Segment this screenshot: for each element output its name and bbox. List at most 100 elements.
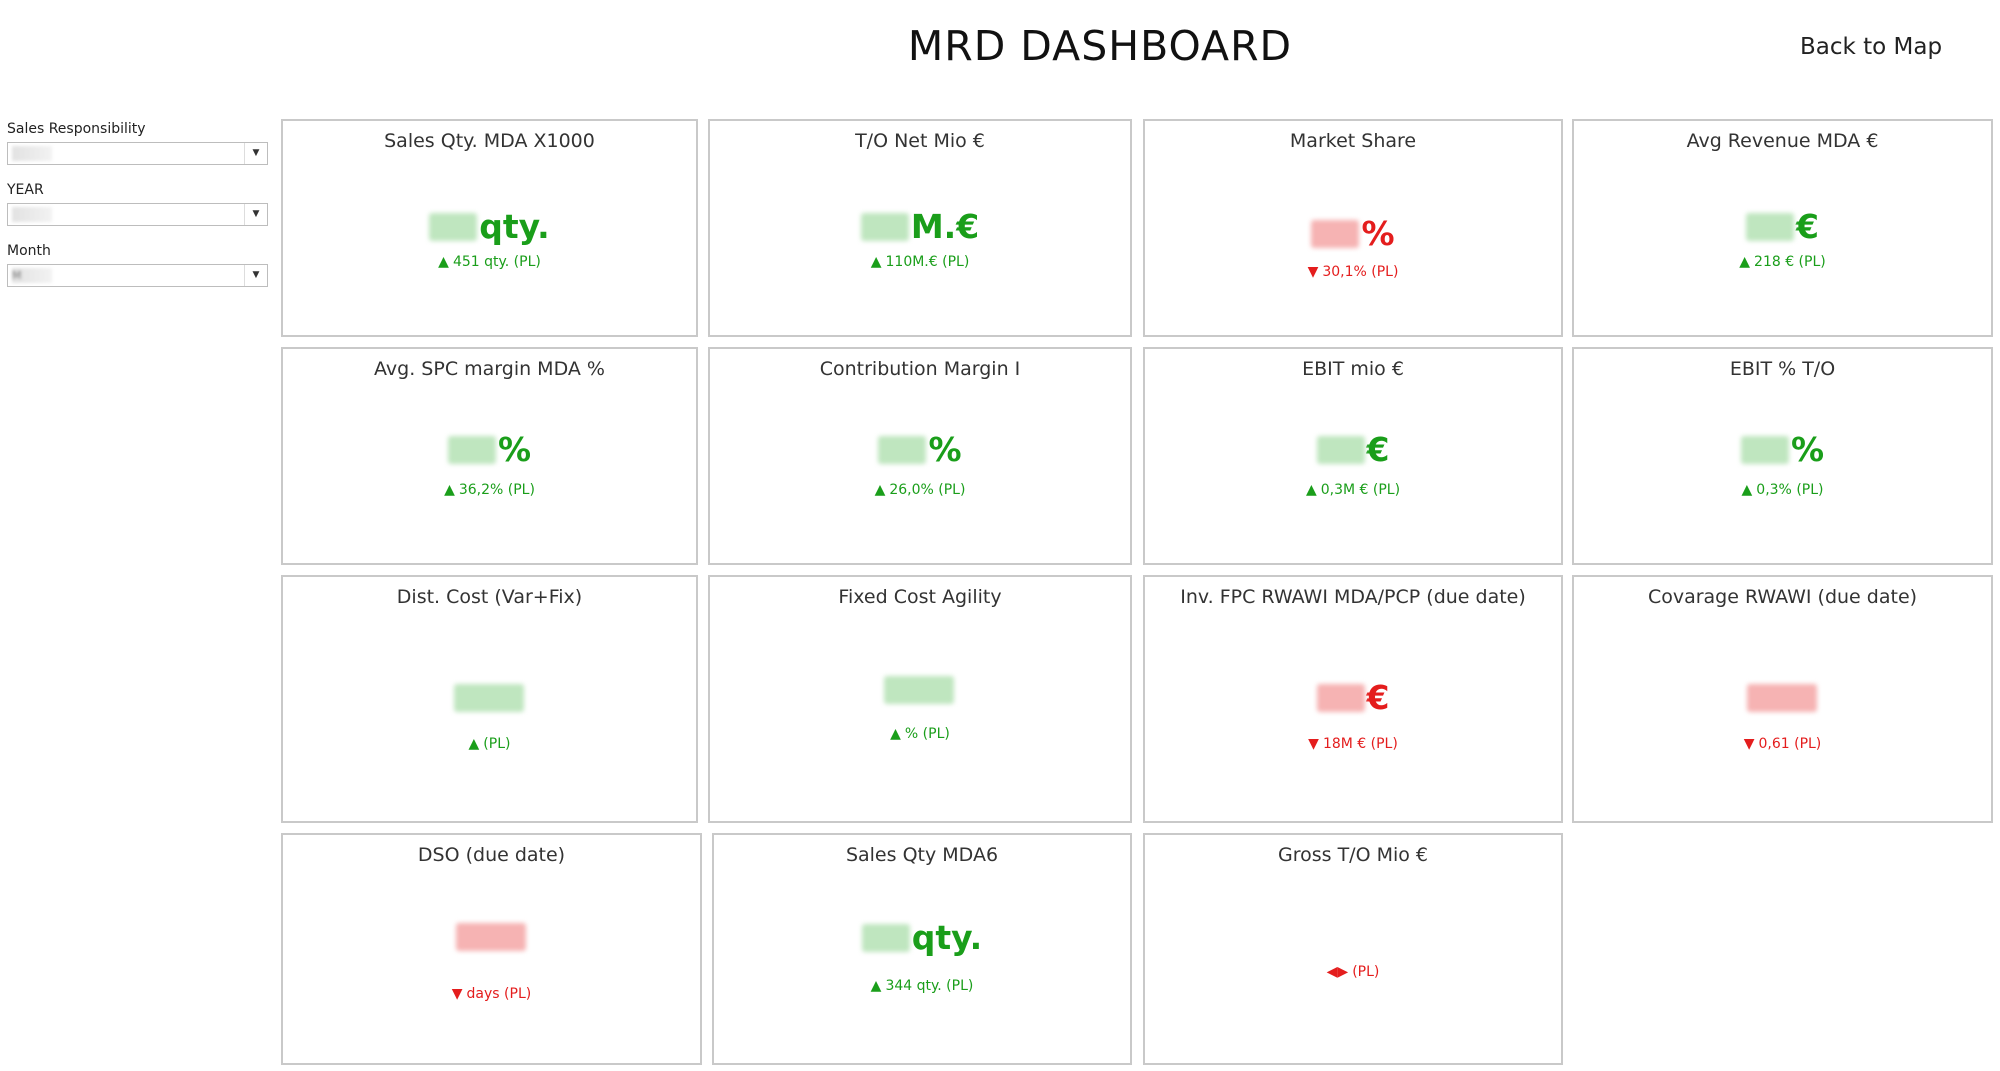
kpi-value: % (283, 430, 696, 469)
kpi-card[interactable]: Covarage RWAWI (due date) ▼ 0,61 (PL) (1572, 575, 1993, 823)
redacted-value (1746, 213, 1795, 241)
chevron-down-icon[interactable]: ▼ (244, 204, 267, 225)
kpi-value (1574, 678, 1991, 717)
kpi-value: € (1145, 430, 1561, 469)
kpi-delta: ▲ 110M.€ (PL) (710, 254, 1130, 270)
sales-responsibility-dropdown[interactable]: ▼ (7, 142, 268, 165)
neutral-arrows-icon: ◀▶ (1326, 964, 1349, 980)
kpi-delta: ▼ 30,1% (PL) (1145, 264, 1561, 280)
kpi-card[interactable]: Avg Revenue MDA € € ▲ 218 € (PL) (1572, 119, 1993, 337)
filter-label: Month (7, 243, 51, 259)
arrow-down-icon: ▼ (1307, 264, 1319, 280)
filter-month: Month M ▼ (7, 243, 268, 287)
kpi-delta-text: 36,2% (PL) (458, 482, 535, 498)
kpi-delta-text: 30,1% (PL) (1322, 264, 1399, 280)
kpi-card[interactable]: Avg. SPC margin MDA %% ▲ 36,2% (PL) (281, 347, 698, 565)
kpi-title: Covarage RWAWI (due date) (1647, 586, 1918, 608)
kpi-card[interactable]: EBIT % T/O% ▲ 0,3% (PL) (1572, 347, 1993, 565)
kpi-delta: ▲ 451 qty. (PL) (283, 254, 696, 270)
kpi-delta: ▲ 26,0% (PL) (710, 482, 1130, 498)
kpi-value-unit: € (1366, 678, 1390, 717)
kpi-value-unit: € (1366, 430, 1390, 469)
kpi-card[interactable]: Contribution Margin I% ▲ 26,0% (PL) (708, 347, 1132, 565)
redacted-value (1316, 684, 1365, 712)
kpi-card[interactable]: EBIT mio € € ▲ 0,3M € (PL) (1143, 347, 1563, 565)
arrow-down-icon: ▼ (1743, 736, 1755, 752)
kpi-delta-text: (PL) (1352, 964, 1380, 980)
arrow-up-icon: ▲ (890, 726, 901, 742)
kpi-delta: ▼ 0,61 (PL) (1574, 736, 1991, 752)
kpi-delta-text: 0,61 (PL) (1758, 736, 1822, 752)
arrow-up-icon: ▲ (874, 482, 886, 498)
kpi-delta-text: 344 qty. (PL) (885, 978, 974, 994)
arrow-up-icon: ▲ (1305, 482, 1317, 498)
chevron-down-icon[interactable]: ▼ (244, 265, 267, 286)
kpi-title: Avg Revenue MDA € (1686, 130, 1879, 152)
kpi-title: EBIT mio € (1302, 358, 1404, 380)
kpi-delta: ▼ 18M € (PL) (1145, 736, 1561, 752)
kpi-delta-text: 218 € (PL) (1754, 254, 1826, 270)
kpi-value (710, 670, 1130, 709)
kpi-delta: ▲ 344 qty. (PL) (714, 978, 1130, 994)
kpi-value: € (1145, 678, 1561, 717)
kpi-card[interactable]: Gross T/O Mio € ◀▶ (PL) (1143, 833, 1563, 1065)
kpi-delta-text: 0,3M € (PL) (1320, 482, 1401, 498)
kpi-card[interactable]: T/O Net Mio € M.€ ▲ 110M.€ (PL) (708, 119, 1132, 337)
kpi-title: Inv. FPC RWAWI MDA/PCP (due date) (1180, 586, 1526, 608)
kpi-card[interactable]: Dist. Cost (Var+Fix) ▲ (PL) (281, 575, 698, 823)
kpi-delta-text: 110M.€ (PL) (885, 254, 970, 270)
redacted-value (1316, 436, 1365, 464)
year-dropdown[interactable]: ▼ (7, 203, 268, 226)
kpi-value-unit: M.€ (910, 207, 980, 246)
month-dropdown[interactable]: M ▼ (7, 264, 268, 287)
kpi-value-unit: % (1361, 214, 1395, 253)
redacted-value (429, 213, 478, 241)
kpi-value-unit: qty. (911, 918, 983, 957)
kpi-card[interactable]: Inv. FPC RWAWI MDA/PCP (due date) € ▼ 18M €… (1143, 575, 1563, 823)
kpi-value: % (710, 430, 1130, 469)
page-title: MRD DASHBOARD (907, 22, 1293, 70)
filter-label: Sales Responsibility (7, 121, 146, 137)
kpi-title: Sales Qty. MDA X1000 (384, 130, 595, 152)
kpi-value: € (1574, 207, 1991, 246)
redacted-value (453, 684, 524, 712)
chevron-down-icon[interactable]: ▼ (244, 143, 267, 164)
kpi-delta: ▲% (PL) (710, 726, 1130, 742)
kpi-card[interactable]: DSO (due date) ▼ days (PL) (281, 833, 702, 1065)
redacted-value (884, 676, 954, 704)
kpi-delta: ▲ (PL) (283, 736, 696, 752)
kpi-card[interactable]: Sales Qty. MDA X1000 qty. ▲ 451 qty. (PL) (281, 119, 698, 337)
redacted-value (1740, 436, 1789, 464)
redacted-value (860, 213, 909, 241)
kpi-card[interactable]: Market Share% ▼ 30,1% (PL) (1143, 119, 1563, 337)
kpi-card[interactable]: Sales Qty MDA6 qty. ▲ 344 qty. (PL) (712, 833, 1132, 1065)
kpi-card[interactable]: Fixed Cost Agility ▲% (PL) (708, 575, 1132, 823)
kpi-value-unit: % (1790, 430, 1825, 469)
kpi-delta-text: % (PL) (904, 726, 950, 742)
filter-selected-value (12, 146, 52, 161)
back-to-map-link[interactable]: Back to Map (1800, 34, 1943, 60)
kpi-title: EBIT % T/O (1729, 358, 1836, 380)
arrow-up-icon: ▲ (468, 736, 480, 752)
filter-selected-value (12, 207, 52, 222)
redacted-value (878, 436, 927, 464)
kpi-value: % (1574, 430, 1991, 469)
arrow-up-icon: ▲ (1739, 254, 1751, 270)
arrow-down-icon: ▼ (451, 986, 463, 1002)
redacted-value (1746, 684, 1817, 712)
kpi-value (283, 678, 696, 717)
arrow-down-icon: ▼ (1308, 736, 1319, 752)
arrow-up-icon: ▲ (444, 482, 455, 498)
kpi-title: Avg. SPC margin MDA % (374, 358, 605, 380)
kpi-value: qty. (714, 918, 1130, 957)
kpi-title: Market Share (1289, 130, 1417, 152)
kpi-value: % (1145, 214, 1561, 253)
kpi-value (283, 917, 700, 956)
kpi-title: Fixed Cost Agility (838, 586, 1002, 608)
kpi-title: Gross T/O Mio € (1277, 844, 1428, 866)
kpi-delta-text: (PL) (483, 736, 511, 752)
kpi-title: Sales Qty MDA6 (845, 844, 999, 866)
kpi-value-unit: qty. (479, 207, 550, 246)
kpi-title: Contribution Margin I (819, 358, 1021, 380)
kpi-title: Dist. Cost (Var+Fix) (396, 586, 583, 608)
